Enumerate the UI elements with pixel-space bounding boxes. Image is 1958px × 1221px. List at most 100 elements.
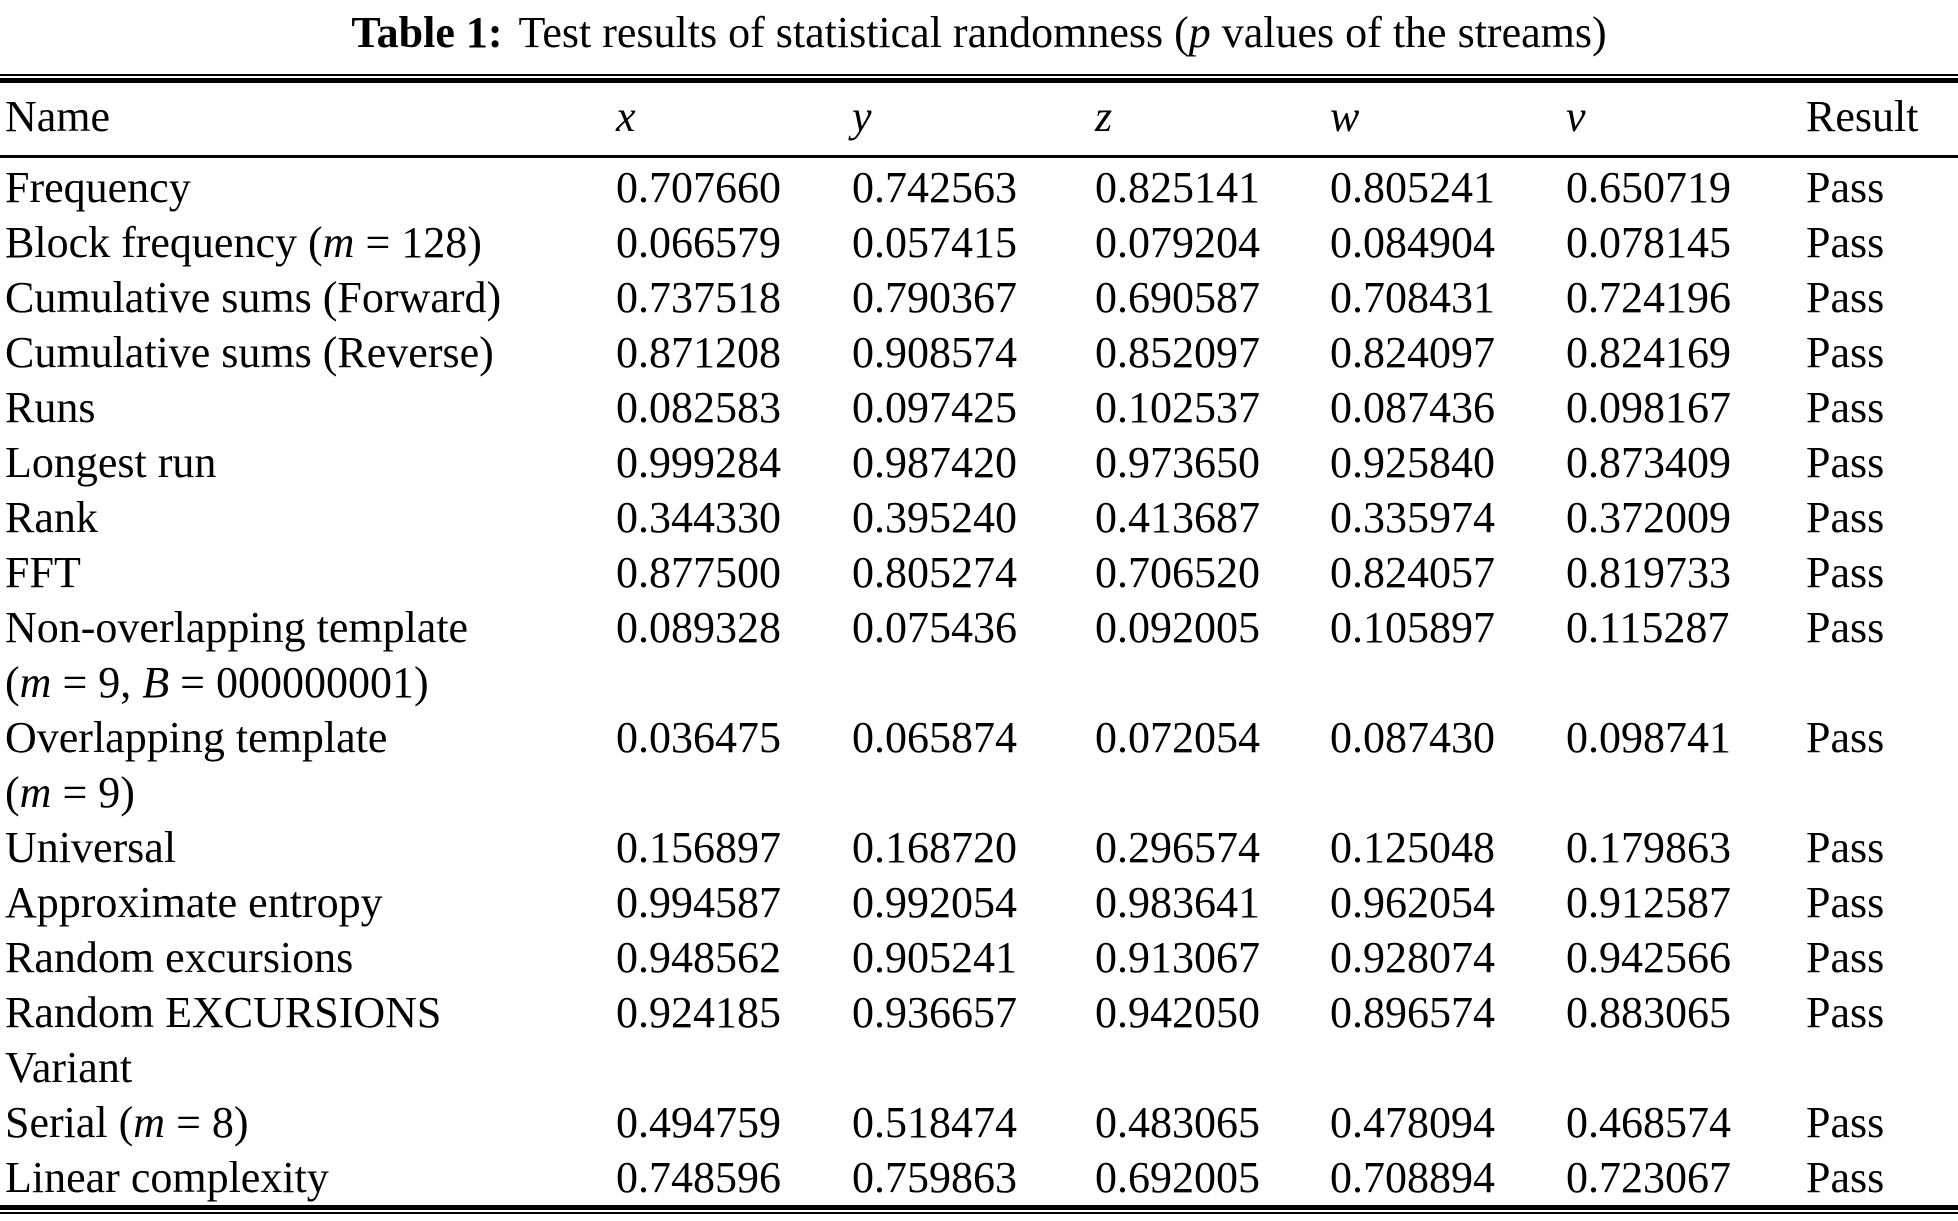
bottom-rule-thick [0,1205,1958,1210]
table-row: Block frequency (m = 128) 0.066579 0.05741… [0,215,1958,270]
p-value-cell-z: 0.072054 [1095,713,1260,762]
column-header-z: z [1095,92,1113,141]
table-row: Rank 0.344330 0.395240 0.413687 0.335974 0.37… [0,490,1958,545]
test-name-cell: Serial (m = 8) [0,1095,616,1150]
result-cell: Pass [1806,163,1885,212]
test-name-cell: Random excursions [0,930,616,985]
p-value-cell-v: 0.098167 [1566,383,1731,432]
p-value-cell-v: 0.824169 [1566,328,1731,377]
p-value-cell-z: 0.079204 [1095,218,1260,267]
p-value-cell-x: 0.924185 [616,988,781,1037]
p-value-cell-y: 0.936657 [852,988,1017,1037]
p-value-cell-x: 0.871208 [616,328,781,377]
test-name-cell: Overlapping template (m = 9) [0,710,616,820]
p-value-cell-w: 0.105897 [1330,603,1495,652]
test-name-cell: Approximate entropy [0,875,616,930]
table-caption-label: Table 1: [351,8,503,57]
p-value-cell-x: 0.994587 [616,878,781,927]
test-name-line: FFT [5,548,81,597]
result-cell: Pass [1806,1098,1885,1147]
p-value-cell-y: 0.905241 [852,933,1017,982]
column-header-result: Result [1806,92,1919,141]
p-value-cell-x: 0.082583 [616,383,781,432]
p-value-cell-z: 0.102537 [1095,383,1260,432]
p-value-cell-w: 0.824097 [1330,328,1495,377]
p-value-cell-w: 0.896574 [1330,988,1495,1037]
p-value-cell-x: 0.156897 [616,823,781,872]
test-name-cell: Frequency [0,160,616,215]
p-value-cell-v: 0.372009 [1566,493,1731,542]
p-value-cell-v: 0.724196 [1566,273,1731,322]
p-value-cell-z: 0.973650 [1095,438,1260,487]
test-name-line: Longest run [5,438,217,487]
table-row: Random excursions 0.948562 0.905241 0.91306… [0,930,1958,985]
result-cell: Pass [1806,218,1885,267]
table-row: Runs 0.082583 0.097425 0.102537 0.087436 0.09… [0,380,1958,435]
p-value-cell-w: 0.708894 [1330,1153,1495,1202]
test-name-cell: Cumulative sums (Reverse) [0,325,616,380]
test-name-line: Universal [5,823,177,872]
p-value-cell-z: 0.942050 [1095,988,1260,1037]
p-value-cell-y: 0.075436 [852,603,1017,652]
test-name-line: Approximate entropy [5,878,383,927]
p-value-cell-z: 0.483065 [1095,1098,1260,1147]
p-value-cell-w: 0.805241 [1330,163,1495,212]
p-value-cell-x: 0.999284 [616,438,781,487]
result-cell: Pass [1806,1153,1885,1202]
test-name-line: Runs [5,383,96,432]
p-value-cell-v: 0.912587 [1566,878,1731,927]
p-value-cell-v: 0.650719 [1566,163,1731,212]
test-name-line: Variant [5,1043,133,1092]
top-rule-thick [0,78,1958,83]
table-row: Cumulative sums (Forward) 0.737518 0.79036… [0,270,1958,325]
p-value-cell-w: 0.708431 [1330,273,1495,322]
p-value-cell-w: 0.824057 [1330,548,1495,597]
test-name-line: Linear complexity [5,1153,329,1202]
p-value-cell-v: 0.873409 [1566,438,1731,487]
p-value-cell-z: 0.692005 [1095,1153,1260,1202]
column-header-v: v [1566,92,1586,141]
test-name-line: Overlapping template [5,713,388,762]
p-value-cell-x: 0.066579 [616,218,781,267]
p-value-cell-x: 0.089328 [616,603,781,652]
column-header-name: Name [5,92,111,141]
result-cell: Pass [1806,548,1885,597]
test-name-cell: Rank [0,490,616,545]
test-name-line: Frequency [5,163,191,212]
table-row: Non-overlapping template (m = 9, B = 0000… [0,600,1958,710]
result-cell: Pass [1806,493,1885,542]
p-value-cell-w: 0.125048 [1330,823,1495,872]
result-cell: Pass [1806,713,1885,762]
p-value-cell-x: 0.748596 [616,1153,781,1202]
result-cell: Pass [1806,823,1885,872]
p-value-cell-x: 0.707660 [616,163,781,212]
p-value-cell-x: 0.737518 [616,273,781,322]
test-name-line: Cumulative sums (Reverse) [5,328,494,377]
column-header-w: w [1330,92,1360,141]
p-value-cell-y: 0.759863 [852,1153,1017,1202]
p-value-cell-y: 0.097425 [852,383,1017,432]
p-value-cell-x: 0.948562 [616,933,781,982]
p-value-cell-v: 0.942566 [1566,933,1731,982]
p-value-cell-w: 0.335974 [1330,493,1495,542]
result-cell: Pass [1806,328,1885,377]
p-value-cell-w: 0.478094 [1330,1098,1495,1147]
result-cell: Pass [1806,933,1885,982]
p-value-cell-w: 0.087430 [1330,713,1495,762]
test-name-cell: Longest run [0,435,616,490]
p-value-cell-y: 0.168720 [852,823,1017,872]
test-name-cell: Random EXCURSIONS Variant [0,985,616,1095]
p-value-cell-y: 0.908574 [852,328,1017,377]
p-value-cell-z: 0.983641 [1095,878,1260,927]
p-value-cell-z: 0.296574 [1095,823,1260,872]
table-row: Linear complexity 0.748596 0.759863 0.69200… [0,1150,1958,1205]
p-value-cell-x: 0.877500 [616,548,781,597]
test-name-line: Random excursions [5,933,354,982]
table-body: Frequency 0.707660 0.742563 0.825141 0.80524… [0,160,1958,1205]
p-value-cell-y: 0.742563 [852,163,1017,212]
p-value-cell-z: 0.413687 [1095,493,1260,542]
test-name-line: Non-overlapping template [5,603,469,652]
test-name-line: Serial (m = 8) [5,1098,249,1147]
p-value-cell-v: 0.883065 [1566,988,1731,1037]
test-name-cell: Runs [0,380,616,435]
